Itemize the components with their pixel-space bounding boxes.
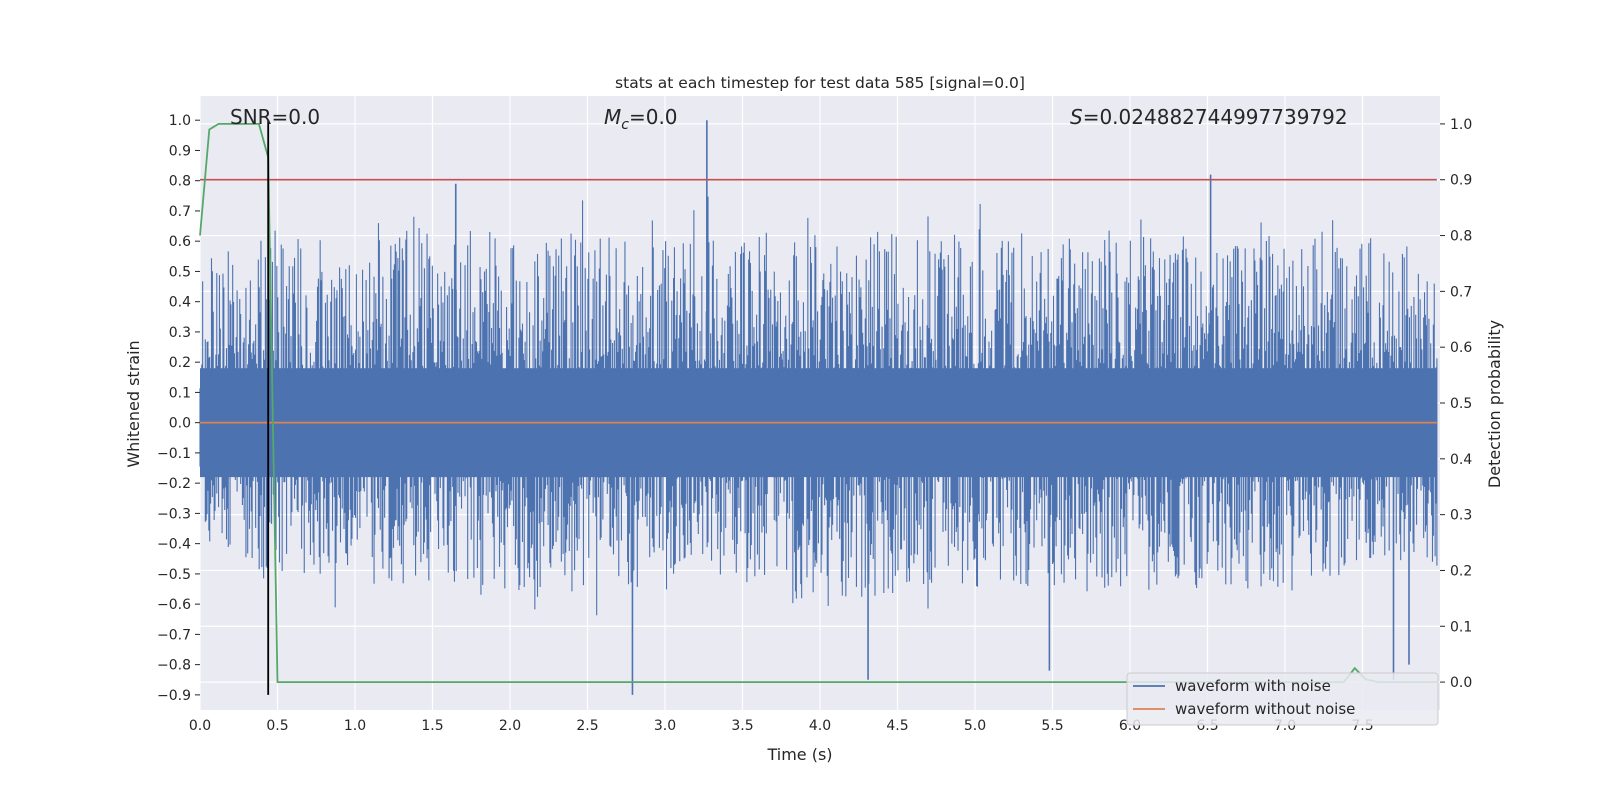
y2-tick-label: 0.2	[1450, 563, 1472, 579]
y-tick-label: −0.8	[157, 658, 191, 674]
y2-axis-label: Detection probability	[1485, 320, 1504, 488]
y-tick-label: 0.6	[169, 234, 191, 250]
x-tick-label: 5.0	[964, 718, 986, 734]
noise-trace	[199, 196, 1438, 616]
y-tick-label: −0.7	[157, 627, 191, 643]
y-tick-label: 0.3	[169, 325, 191, 341]
y2-tick-label: 0.7	[1450, 284, 1472, 300]
x-tick-label: 1.5	[421, 718, 443, 734]
x-axis-label: Time (s)	[766, 745, 832, 764]
y-tick-label: −0.2	[157, 476, 191, 492]
chirp-mass-annotation: Mc=0.0	[604, 105, 678, 133]
x-tick-label: 1.0	[344, 718, 366, 734]
mc-subscript: c	[621, 117, 629, 133]
y2-tick-label: 0.1	[1450, 619, 1472, 635]
legend: waveform with noise waveform without noi…	[1126, 672, 1439, 726]
y-tick-label: −0.4	[157, 537, 191, 553]
y-tick-label: −0.6	[157, 597, 191, 613]
x-tick-label: 3.5	[731, 718, 753, 734]
mc-value: =0.0	[629, 105, 678, 129]
y-tick-label: 0.0	[169, 416, 191, 432]
x-tick-label: 3.0	[654, 718, 676, 734]
chart-title: stats at each timestep for test data 585…	[615, 74, 1025, 92]
s-value: =0.024882744997739792	[1083, 105, 1348, 129]
y2-tick-label: 0.5	[1450, 396, 1472, 412]
y-tick-label: −0.9	[157, 688, 191, 704]
x-tick-label: 4.0	[809, 718, 831, 734]
legend-box	[1126, 672, 1439, 726]
y-tick-label: −0.3	[157, 506, 191, 522]
legend-label-clean: waveform without noise	[1175, 700, 1355, 718]
left-y-ticks: 1.0 0.9 0.8 0.7 0.6 0.5 0.4 0.3 0.2 0.1 0.0 −0.1 −0.…	[157, 113, 200, 704]
y2-tick-label: 0.6	[1450, 340, 1472, 356]
y-tick-label: 0.2	[169, 355, 191, 371]
y-tick-label: 0.1	[169, 385, 191, 401]
x-tick-label: 2.0	[499, 718, 521, 734]
s-symbol: S	[1070, 105, 1083, 129]
y2-tick-label: 0.4	[1450, 452, 1472, 468]
x-tick-label: 5.5	[1041, 718, 1063, 734]
right-y-ticks: 1.0 0.9 0.8 0.7 0.6 0.5 0.4 0.3 0.2 0.1 0.0	[1440, 117, 1472, 691]
score-annotation: S=0.024882744997739792	[1070, 105, 1348, 129]
y2-tick-label: 0.9	[1450, 173, 1472, 189]
y-tick-label: −0.1	[157, 446, 191, 462]
x-tick-label: 0.5	[266, 718, 288, 734]
mc-symbol: M	[604, 105, 621, 129]
y-tick-label: 0.8	[169, 174, 191, 190]
y-axis-label: Whitened strain	[124, 340, 143, 467]
y2-tick-label: 0.3	[1450, 508, 1472, 524]
legend-label-noise: waveform with noise	[1175, 677, 1331, 695]
y-tick-label: 0.7	[169, 204, 191, 220]
y-tick-label: −0.5	[157, 567, 191, 583]
y-tick-label: 1.0	[169, 113, 191, 129]
x-tick-label: 2.5	[576, 718, 598, 734]
y-tick-label: 0.4	[169, 295, 191, 311]
y2-tick-label: 0.8	[1450, 229, 1472, 245]
y2-tick-label: 0.0	[1450, 675, 1472, 691]
y2-tick-label: 1.0	[1450, 117, 1472, 133]
x-tick-label: 4.5	[886, 718, 908, 734]
y-tick-label: 0.9	[169, 143, 191, 159]
snr-annotation: SNR=0.0	[230, 105, 320, 129]
y-tick-label: 0.5	[169, 264, 191, 280]
x-tick-label: 0.0	[189, 718, 211, 734]
